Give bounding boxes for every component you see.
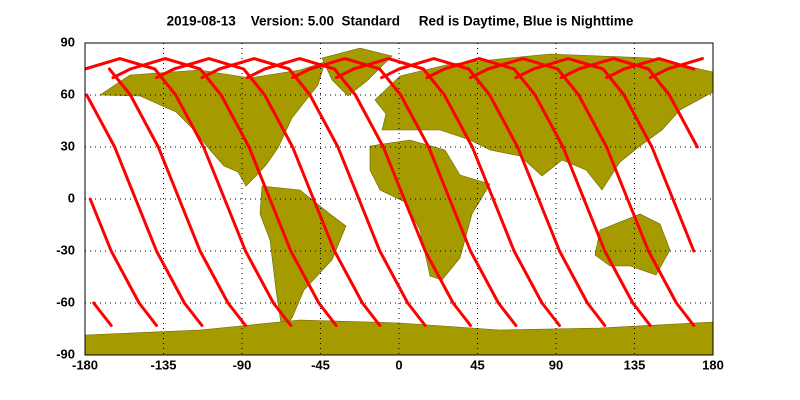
x-tick-label: 135 [624, 357, 646, 372]
y-tick-label: 60 [61, 86, 75, 101]
africa [369, 139, 491, 281]
orbit-track [155, 57, 382, 327]
orbit-track [380, 57, 607, 327]
orbit-track [85, 57, 696, 327]
orbit-track [107, 57, 704, 327]
plot-frame [84, 42, 714, 356]
x-tick-label: 90 [549, 357, 563, 372]
australia [594, 213, 671, 276]
y-tick-label: -30 [56, 242, 75, 257]
y-tick-label: -60 [56, 294, 75, 309]
orbit-track [200, 57, 427, 327]
x-tick-label: -90 [233, 357, 252, 372]
orbit-track [425, 57, 652, 327]
orbit-track [469, 57, 696, 327]
y-tick-label: 90 [61, 34, 75, 49]
y-tick-label: 30 [61, 138, 75, 153]
x-tick-label: 45 [470, 357, 484, 372]
map-title: 2019-08-13 Version: 5.00 Standard Red is… [167, 14, 634, 29]
eurasia [374, 53, 713, 191]
x-tick-label: -135 [150, 357, 176, 372]
orbit-track [88, 57, 699, 327]
x-tick-label: -180 [72, 357, 98, 372]
x-tick-label: 0 [395, 357, 402, 372]
y-tick-label: -90 [56, 346, 75, 361]
x-tick-label: 180 [702, 357, 724, 372]
south-america [259, 185, 347, 331]
orbit-track [291, 57, 518, 327]
y-tick-label: 0 [68, 190, 75, 205]
orbit-track [85, 57, 293, 327]
orbit-track [92, 57, 696, 327]
tracks [85, 57, 704, 327]
orbit-track [334, 57, 561, 327]
tick-labels: -180 -135 -90 -45 0 45 90 135 180 -90 -60 -30 0 30 60 9… [56, 34, 724, 372]
orbit-track [111, 57, 338, 327]
x-tick-label: -45 [311, 357, 330, 372]
land [85, 47, 713, 355]
orbit-track [245, 57, 472, 327]
